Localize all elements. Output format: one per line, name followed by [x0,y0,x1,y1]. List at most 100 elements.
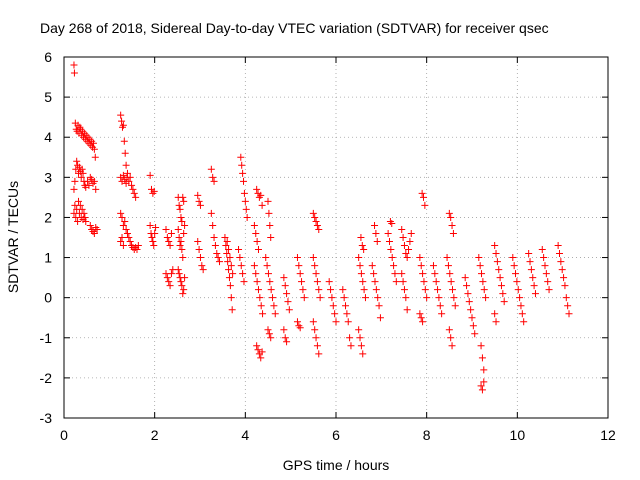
data-point [309,254,317,262]
data-point [419,270,427,278]
data-point [300,294,308,302]
data-point [252,229,260,237]
data-point [496,274,504,282]
data-point [311,213,319,221]
data-point [214,254,222,262]
data-point [332,318,340,326]
data-point [443,254,451,262]
data-point [373,238,381,246]
data-point [167,270,175,278]
data-point [210,234,218,241]
y-tick-label: 4 [44,129,52,145]
data-point [134,242,142,250]
data-point [163,234,171,241]
data-point [527,266,535,274]
data-point [448,221,456,229]
y-tick-label: 5 [44,89,52,105]
data-point [151,229,159,237]
data-point [223,238,231,246]
data-point [478,354,486,362]
data-point [480,286,488,294]
data-point [356,262,364,270]
data-point [372,286,380,294]
data-point [331,310,339,318]
data-point [90,177,98,185]
data-point [312,334,320,342]
y-tick-label: 1 [44,250,52,266]
data-point [328,294,336,302]
data-point [357,342,365,350]
data-point [357,270,365,278]
data-point [235,246,243,254]
data-point [309,209,317,217]
data-point [91,153,99,161]
data-point [403,254,411,262]
data-point [132,193,140,201]
data-point [267,234,275,241]
data-point [225,266,233,274]
data-point [119,242,127,250]
data-point [400,242,408,250]
data-point [421,286,429,294]
data-point [271,310,279,318]
data-point [270,302,278,310]
data-point [509,254,517,262]
data-point [250,262,258,270]
data-point [163,274,171,282]
data-point [432,278,440,286]
data-point [74,217,82,225]
data-point [298,278,306,286]
data-point [562,294,570,302]
data-point [209,173,217,181]
data-point [406,238,414,246]
data-point [118,117,126,125]
data-point [475,254,483,262]
data-point [199,266,207,274]
data-point [180,197,188,205]
data-point [374,294,382,302]
data-point [471,330,479,338]
data-point [209,221,217,229]
data-point [545,286,553,294]
data-point [495,266,503,274]
data-point [125,234,133,241]
x-tick-label: 8 [423,427,431,443]
data-point [480,366,488,374]
data-point [215,258,223,266]
data-point [316,294,324,302]
data-point [226,282,234,290]
data-point [119,171,127,179]
data-point [207,165,215,173]
data-point [312,217,320,225]
data-point [313,221,321,229]
data-point [420,278,428,286]
data-point [123,169,131,177]
data-point [254,346,262,354]
data-point [449,286,457,294]
data-point [357,234,365,241]
data-point [81,213,89,221]
x-tick-label: 2 [151,427,159,443]
data-point [347,342,355,350]
data-point [181,274,189,282]
data-point [388,254,396,262]
x-axis-label: GPS time / hours [283,457,390,473]
data-point [238,161,246,169]
data-point [119,221,127,229]
data-point [417,314,425,322]
data-point [309,318,317,326]
data-point [416,310,424,318]
data-point [449,229,457,237]
data-point [512,270,520,278]
data-point [315,350,323,358]
data-point [538,246,546,254]
data-point [542,270,550,278]
data-point [372,229,380,237]
data-point [541,262,549,270]
data-point [438,310,446,318]
data-point [293,318,301,326]
data-point [194,191,202,199]
data-point [176,242,184,250]
data-point [256,294,264,302]
data-point [152,223,160,231]
